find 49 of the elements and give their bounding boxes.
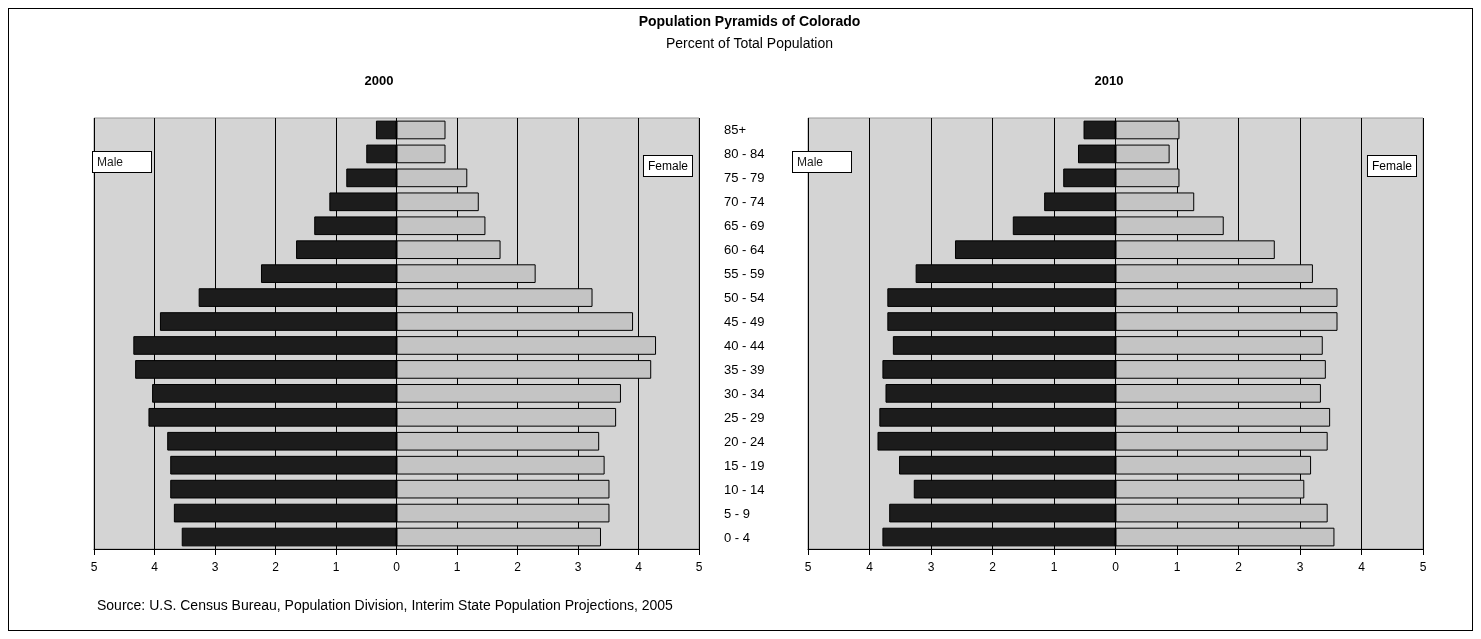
chart-title: 2010: [1094, 73, 1124, 88]
y-tick-label: 80 - 84: [724, 146, 765, 162]
x-tick-label: 3: [1296, 560, 1304, 574]
text: Population Pyramids of Colorado: [637, 13, 862, 29]
y-tick-label: 55 - 59: [724, 266, 765, 282]
x-tick-label: 2: [272, 560, 280, 574]
y-tick-label: 35 - 39: [724, 361, 765, 377]
x-tick-label: 1: [332, 560, 340, 574]
y-tick-label: 70 - 74: [724, 194, 765, 210]
y-tick-label: 25 - 29: [724, 409, 765, 425]
x-tick-label: 5: [804, 560, 812, 574]
y-tick-label: 45 - 49: [724, 314, 765, 330]
x-tick-label: 3: [927, 560, 935, 574]
x-tick-label: 2: [1235, 560, 1243, 574]
y-tick-label: 15 - 19: [724, 457, 765, 473]
x-tick-label: 4: [151, 560, 159, 574]
y-tick-label: 20 - 24: [724, 433, 765, 449]
y-tick-label: 10 - 14: [724, 481, 765, 497]
y-tick-label: 65 - 69: [724, 218, 765, 234]
text: Female: [647, 159, 689, 173]
y-tick-label: 5 - 9: [724, 505, 751, 521]
text: Female: [1371, 159, 1413, 173]
x-tick-label: 2: [989, 560, 997, 574]
x-tick-label: 4: [1358, 560, 1366, 574]
source-note: Source: U.S. Census Bureau, Population Division, Interim State Population Projections, 2005: [97, 597, 673, 613]
x-tick-label: 5: [90, 560, 98, 574]
y-tick-label: 60 - 64: [724, 242, 765, 258]
x-tick-label: 3: [574, 560, 582, 574]
y-tick-label: 40 - 44: [724, 337, 765, 353]
x-tick-label: 0: [393, 560, 401, 574]
x-tick-label: 1: [1173, 560, 1181, 574]
x-tick-label: 4: [866, 560, 874, 574]
x-tick-label: 5: [1419, 560, 1427, 574]
text: Percent of Total Population: [664, 35, 835, 51]
text: Male: [797, 155, 824, 169]
x-tick-label: 1: [453, 560, 461, 574]
text: 2000: [364, 73, 394, 88]
x-tick-label: 2: [514, 560, 522, 574]
text: Male: [97, 155, 124, 169]
x-tick-label: 5: [695, 560, 703, 574]
y-tick-label: 85+: [724, 122, 747, 138]
x-tick-label: 4: [635, 560, 643, 574]
y-tick-label: 50 - 54: [724, 290, 765, 306]
x-tick-label: 1: [1050, 560, 1058, 574]
x-tick-label: 3: [211, 560, 219, 574]
x-tick-label: 0: [1112, 560, 1120, 574]
y-tick-label: 0 - 4: [724, 529, 751, 545]
y-tick-label: 30 - 34: [724, 385, 765, 401]
y-tick-label: 75 - 79: [724, 170, 765, 186]
